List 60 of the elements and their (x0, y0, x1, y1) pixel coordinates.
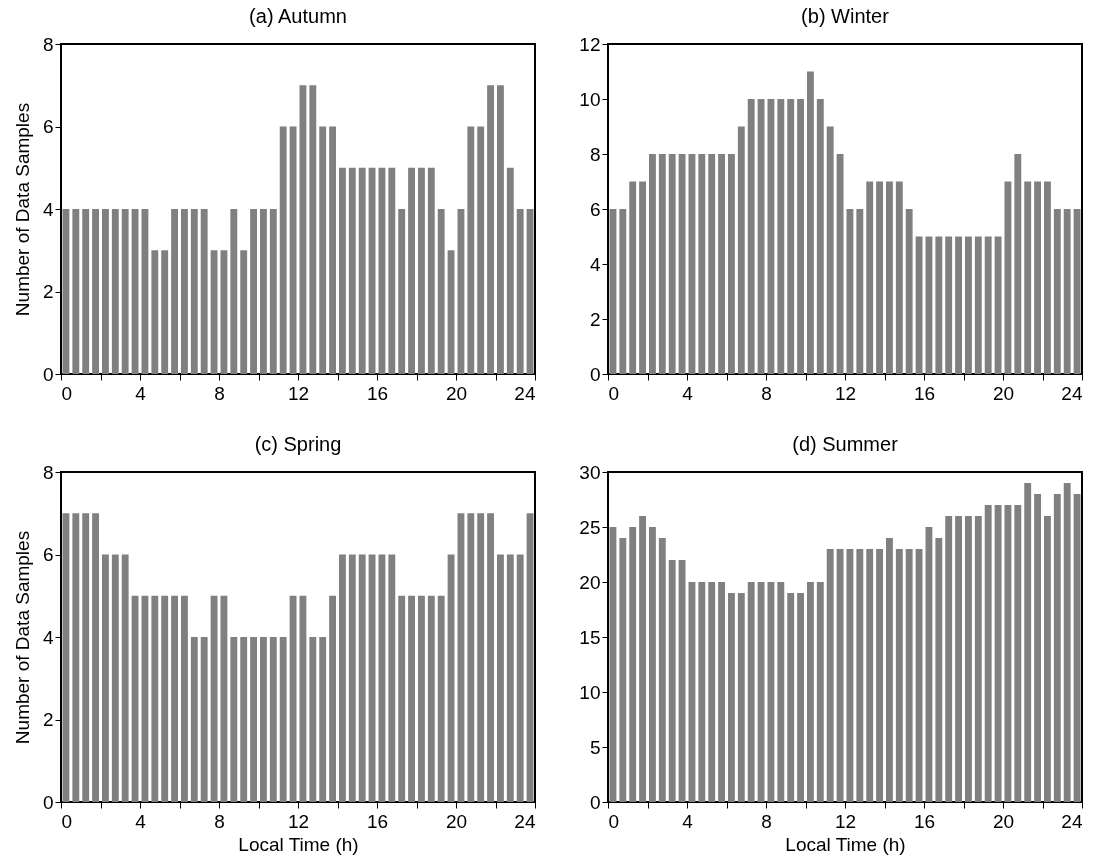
y-tick-label: 6 (42, 544, 54, 565)
y-tick-label: 4 (42, 626, 54, 648)
x-tick-label: 20 (445, 382, 468, 404)
x-tick-label: 20 (992, 810, 1015, 832)
y-axis-title: Number of Data Samples (11, 102, 33, 317)
y-tick-label: 0 (589, 363, 601, 385)
y-tick-label: 0 (42, 791, 54, 813)
y-tick-label: 25 (579, 516, 601, 538)
chart-title: (d) Summer (792, 433, 899, 455)
y-axis-title: Number of Data Samples (11, 530, 33, 745)
y-tick-label: 10 (579, 88, 601, 110)
x-axis-title: Local Time (h) (785, 833, 906, 855)
y-tick-label: 0 (42, 363, 54, 385)
y-tick-label: 4 (42, 198, 54, 220)
x-tick-label: 4 (682, 382, 694, 404)
y-tick-label: 20 (579, 571, 601, 593)
x-tick-label: 20 (992, 382, 1015, 404)
y-tick-label: 8 (42, 461, 54, 483)
x-tick-label: 8 (214, 810, 225, 832)
chart-title: (c) Spring (254, 433, 342, 455)
x-tick-label: 24 (1061, 810, 1083, 832)
x-tick-label: 16 (913, 810, 936, 832)
y-tick-label: 2 (42, 281, 54, 302)
x-tick-label: 4 (135, 810, 147, 832)
x-tick-label: 0 (608, 810, 620, 832)
x-tick-label: 24 (1061, 382, 1083, 404)
x-axis-title: Local Time (h) (238, 833, 359, 855)
x-tick-label: 0 (61, 810, 73, 832)
y-tick-label: 4 (589, 253, 601, 275)
x-tick-label: 24 (514, 382, 536, 404)
y-tick-label: 8 (589, 143, 601, 165)
x-tick-label: 16 (366, 810, 389, 832)
y-tick-label: 12 (579, 33, 601, 55)
y-tick-label: 2 (589, 308, 601, 330)
chart-title: (b) Winter (801, 5, 890, 27)
x-tick-label: 4 (682, 810, 694, 832)
y-tick-label: 6 (42, 116, 54, 137)
y-tick-label: 2 (42, 709, 54, 730)
x-tick-label: 4 (135, 382, 147, 404)
x-tick-label: 16 (913, 382, 936, 404)
x-tick-label: 16 (366, 382, 389, 404)
x-tick-label: 8 (214, 382, 225, 404)
y-tick-label: 5 (589, 736, 601, 758)
y-tick-label: 30 (579, 461, 601, 483)
x-tick-label: 12 (287, 382, 310, 404)
y-tick-label: 10 (579, 681, 601, 703)
y-tick-label: 6 (589, 198, 601, 220)
x-tick-label: 12 (834, 810, 857, 832)
y-tick-label: 0 (589, 791, 601, 813)
x-tick-label: 0 (61, 382, 73, 404)
y-tick-label: 15 (579, 626, 601, 648)
x-tick-label: 0 (608, 382, 620, 404)
chart-title: (a) Autumn (249, 5, 347, 27)
x-tick-label: 12 (287, 810, 310, 832)
y-tick-label: 8 (42, 33, 54, 55)
x-tick-label: 12 (834, 382, 857, 404)
x-tick-label: 8 (761, 382, 772, 404)
x-tick-label: 20 (445, 810, 468, 832)
x-tick-label: 8 (761, 810, 772, 832)
x-tick-label: 24 (514, 810, 536, 832)
